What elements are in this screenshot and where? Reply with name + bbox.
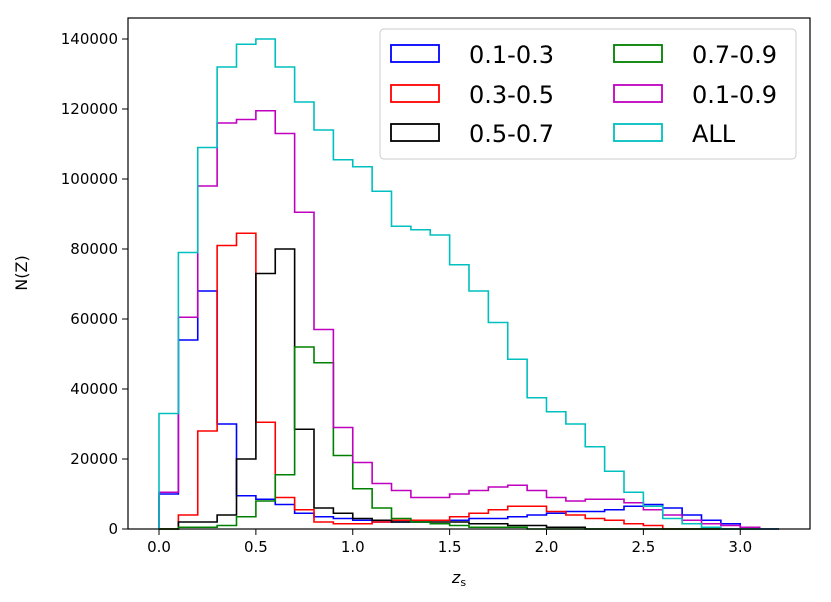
x-tick-label: 0.5 <box>244 538 268 556</box>
y-tick-label: 140000 <box>61 30 118 48</box>
series-layer <box>158 38 779 530</box>
legend: 0.1-0.3 0.3-0.5 0.5-0.7 0.7-0.9 0.1-0.9 … <box>379 28 797 160</box>
y-axis-ticks: 0 20000 40000 60000 80000 100000 120000 140000 <box>61 30 128 538</box>
legend-label: ALL <box>692 120 736 148</box>
y-tick-label: 20000 <box>70 450 118 468</box>
legend-label: 0.1-0.9 <box>692 81 777 109</box>
series-line-ALL <box>158 38 779 530</box>
legend-label: 0.3-0.5 <box>469 81 554 109</box>
series-line-0.1-0.9 <box>158 109 779 530</box>
legend-label: 0.7-0.9 <box>692 41 777 69</box>
series-line-0.3-0.5 <box>159 232 779 530</box>
x-axis-ticks: 0.0 0.5 1.0 1.5 2.0 2.5 3.0 <box>147 529 752 556</box>
x-tick-label: 1.5 <box>438 538 462 556</box>
y-tick-label: 60000 <box>70 310 118 328</box>
legend-swatch <box>390 44 440 63</box>
x-tick-label: 2.5 <box>631 538 655 556</box>
legend-swatch <box>613 84 663 103</box>
y-tick-label: 80000 <box>70 240 118 258</box>
legend-swatch <box>390 123 440 142</box>
plot-frame <box>127 17 811 530</box>
y-axis-label: N(Z) <box>12 255 31 290</box>
x-tick-label: 1.0 <box>341 538 365 556</box>
legend-swatch <box>613 44 663 63</box>
series-line-0.1-0.3 <box>158 290 779 530</box>
x-tick-label: 0.0 <box>147 538 171 556</box>
y-tick-label: 0 <box>108 520 118 538</box>
y-tick-label: 40000 <box>70 380 118 398</box>
legend-label: 0.1-0.3 <box>469 41 554 69</box>
legend-swatch <box>390 84 440 103</box>
legend-box <box>379 28 797 160</box>
legend-label: 0.5-0.7 <box>469 120 554 148</box>
y-tick-label: 120000 <box>61 100 118 118</box>
x-axis-label: zs <box>451 568 466 589</box>
y-tick-label: 100000 <box>61 170 118 188</box>
x-tick-label: 2.0 <box>535 538 559 556</box>
legend-swatch <box>613 123 663 142</box>
x-tick-label: 3.0 <box>728 538 752 556</box>
